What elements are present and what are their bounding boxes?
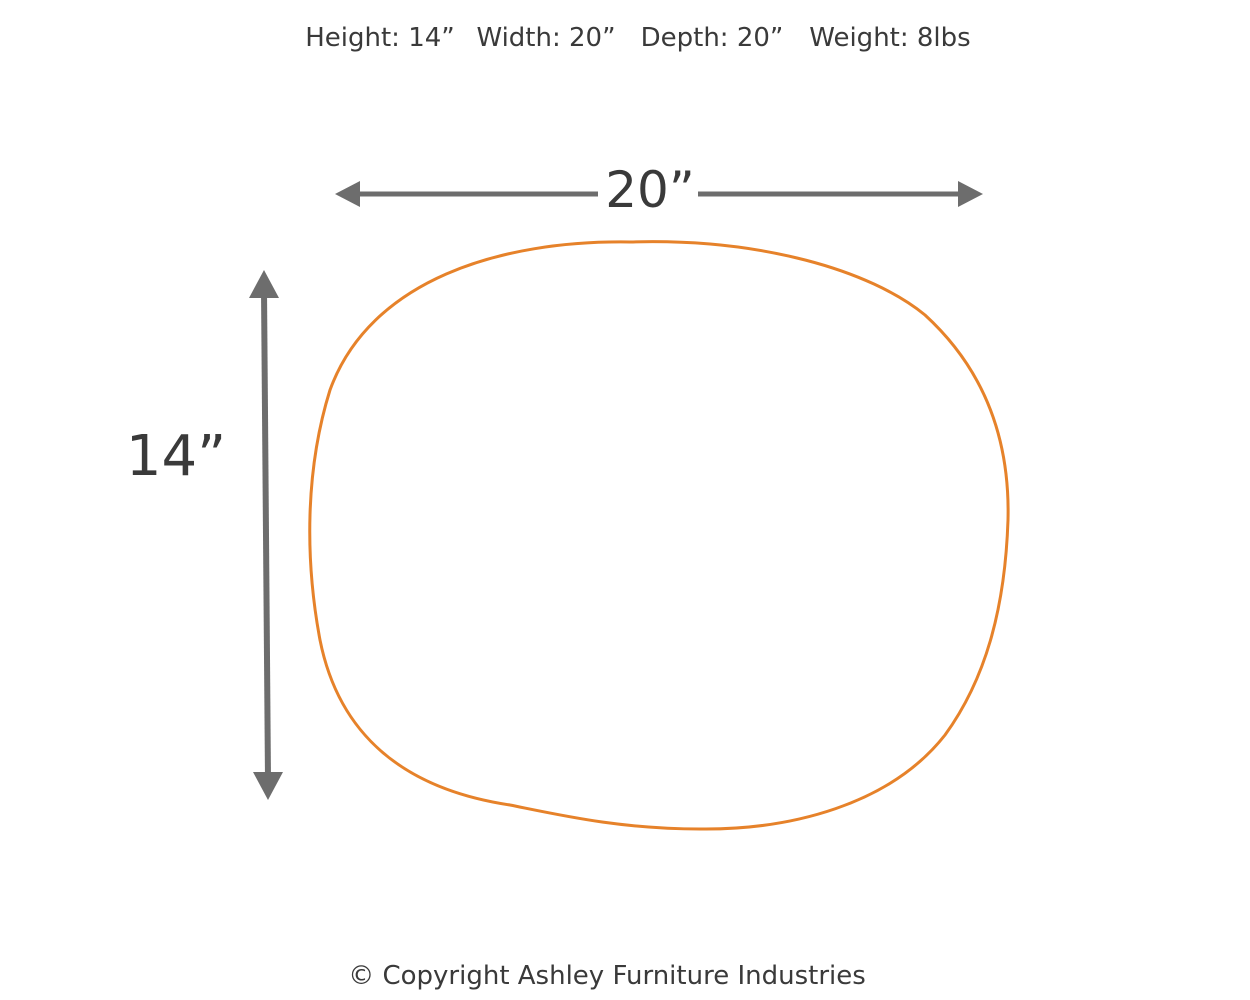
height-arrow [249, 270, 283, 800]
spec-weight: Weight: 8lbs [809, 23, 970, 53]
spec-width: Width: 20” [476, 23, 615, 53]
width-arrow [335, 181, 983, 207]
width-label: 20” [605, 161, 695, 219]
height-label: 14” [126, 424, 226, 489]
spec-depth: Depth: 20” [641, 23, 784, 53]
spec-height: Height: 14” [305, 23, 455, 53]
copyright: © Copyright Ashley Furniture Industries [348, 961, 866, 991]
mirror-outline [308, 240, 1010, 831]
